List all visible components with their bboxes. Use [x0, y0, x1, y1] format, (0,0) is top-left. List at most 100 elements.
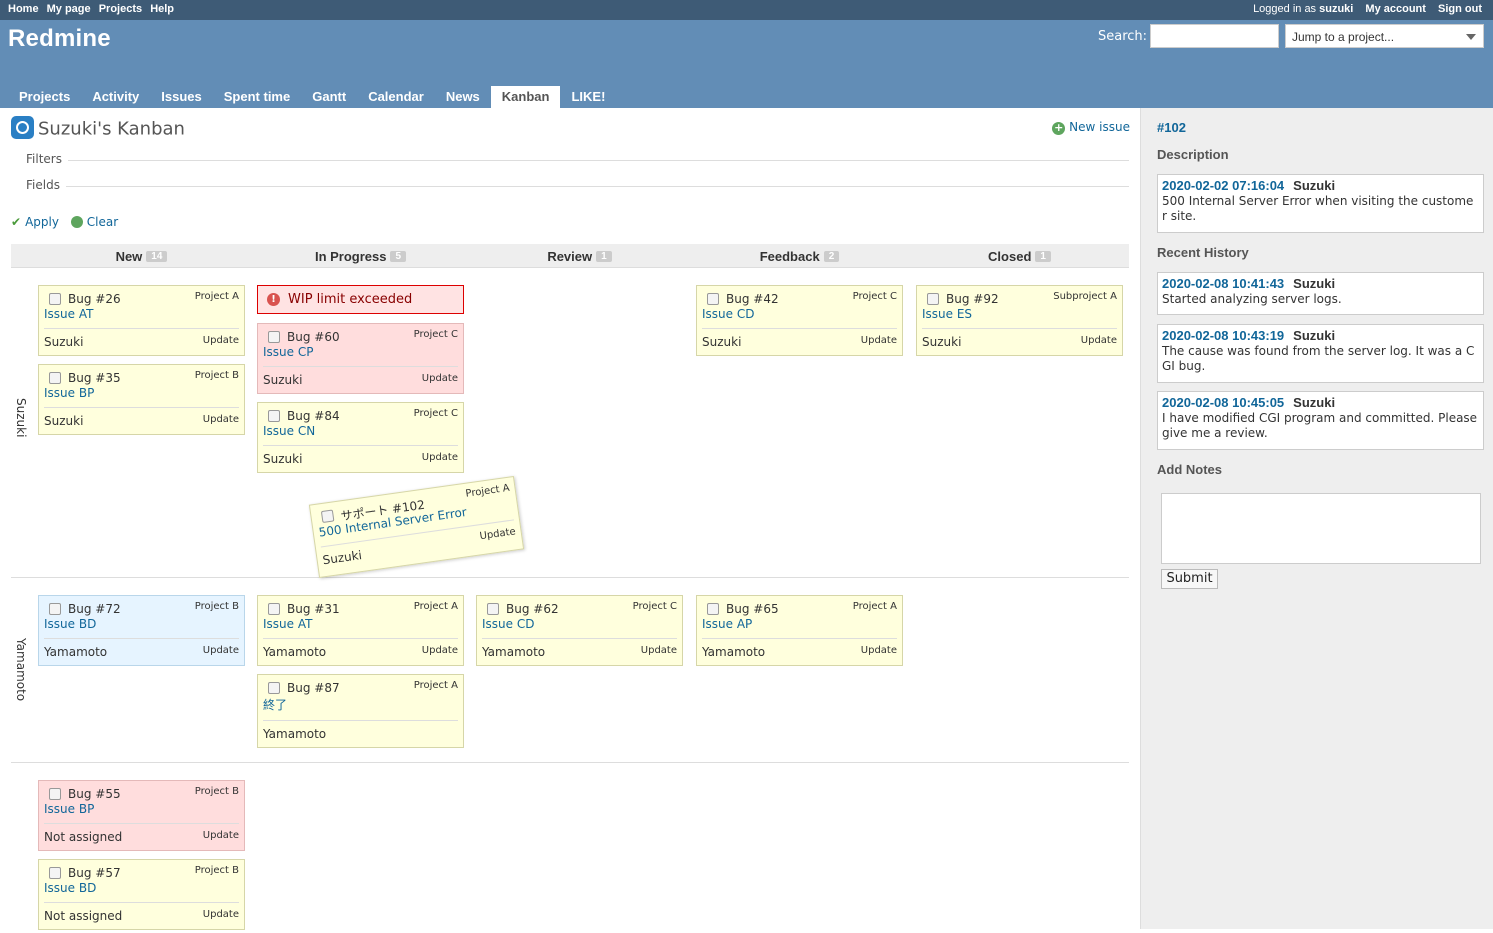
- card-checkbox[interactable]: [49, 293, 61, 305]
- issue-card[interactable]: Bug #57 Project B Issue BD Not assigned …: [38, 859, 245, 930]
- search-input[interactable]: [1150, 24, 1279, 48]
- card-subject-link[interactable]: Issue CD: [482, 617, 535, 631]
- issue-card[interactable]: Bug #84 Project C Issue CN Suzuki Update: [257, 402, 464, 473]
- top-menu-projects[interactable]: Projects: [98, 3, 143, 15]
- issue-card[interactable]: Bug #87 Project A 終了 Yamamoto: [257, 674, 464, 748]
- card-checkbox[interactable]: [268, 682, 280, 694]
- card-update-link[interactable]: Update: [202, 645, 239, 656]
- dragging-issue-card[interactable]: サポート #102 Project A 500 Internal Server …: [308, 475, 525, 579]
- issue-card[interactable]: Bug #72 Project B Issue BD Yamamoto Upda…: [38, 595, 245, 666]
- card-update-link[interactable]: Update: [860, 645, 897, 656]
- app-title[interactable]: Redmine: [8, 25, 111, 52]
- notes-textarea[interactable]: [1161, 493, 1481, 564]
- issue-card[interactable]: Bug #26 Project A Issue AT Suzuki Update: [38, 285, 245, 356]
- tab-calendar[interactable]: Calendar: [368, 89, 424, 104]
- card-checkbox[interactable]: [487, 603, 499, 615]
- reload-icon: [70, 215, 83, 228]
- issue-card[interactable]: Bug #31 Project A Issue AT Yamamoto Upda…: [257, 595, 464, 666]
- card-subject-link[interactable]: Issue AT: [44, 307, 94, 321]
- card-subject-link[interactable]: Issue AT: [263, 617, 313, 631]
- card-checkbox[interactable]: [268, 331, 280, 343]
- card-checkbox[interactable]: [268, 603, 280, 615]
- logged-as-user[interactable]: suzuki: [1319, 3, 1354, 15]
- card-update-link[interactable]: Update: [202, 414, 239, 425]
- issue-card[interactable]: Bug #55 Project B Issue BP Not assigned …: [38, 780, 245, 851]
- card-update-link[interactable]: Update: [202, 830, 239, 841]
- issue-card[interactable]: Bug #60 Project C Issue CP Suzuki Update: [257, 323, 464, 394]
- top-menu-my-page[interactable]: My page: [46, 3, 91, 15]
- divider: [263, 445, 458, 446]
- card-checkbox[interactable]: [707, 293, 719, 305]
- sidebar-issue-link[interactable]: #102: [1157, 120, 1186, 135]
- tab-kanban[interactable]: Kanban: [490, 86, 561, 108]
- tab-activity[interactable]: Activity: [92, 89, 140, 104]
- card-update-link[interactable]: Update: [860, 335, 897, 346]
- card-subject-link[interactable]: Issue BP: [44, 802, 95, 816]
- my-account-link[interactable]: My account: [1365, 3, 1426, 15]
- card-subject-link[interactable]: 終了: [263, 698, 288, 712]
- note-time-link[interactable]: 2020-02-08 10:45:05: [1162, 395, 1285, 410]
- card-update-link[interactable]: Update: [421, 645, 458, 656]
- tab-spent-time[interactable]: Spent time: [223, 89, 291, 104]
- history-note: 2020-02-08 10:43:19 Suzuki The cause was …: [1157, 324, 1484, 383]
- note-time-link[interactable]: 2020-02-08 10:41:43: [1162, 276, 1285, 291]
- tab-news[interactable]: News: [445, 89, 480, 104]
- issue-card[interactable]: Bug #62 Project C Issue CD Yamamoto Upda…: [476, 595, 683, 666]
- card-subject-link[interactable]: Issue BP: [44, 386, 95, 400]
- jump-to-project-select[interactable]: Jump to a project...: [1285, 24, 1484, 48]
- card-update-link[interactable]: Update: [478, 526, 517, 543]
- card-subject-link[interactable]: Issue ES: [922, 307, 973, 321]
- card-update-link[interactable]: Update: [421, 452, 458, 463]
- note-time-link[interactable]: 2020-02-02 07:16:04: [1162, 178, 1285, 193]
- card-subject-link[interactable]: Issue CP: [263, 345, 314, 359]
- column-count: 5: [390, 251, 407, 263]
- card-subject-link[interactable]: Issue BD: [44, 881, 97, 895]
- card-update-link[interactable]: Update: [1080, 335, 1117, 346]
- wip-message: WIP limit exceeded: [288, 292, 413, 307]
- card-assignee: Suzuki: [44, 335, 84, 349]
- top-menu-home[interactable]: Home: [8, 3, 39, 15]
- clear-button[interactable]: Clear: [70, 215, 118, 229]
- card-subject-link[interactable]: Issue CN: [263, 424, 316, 438]
- card-project: Project B: [194, 786, 239, 797]
- card-subject-link[interactable]: Issue CD: [702, 307, 755, 321]
- swimlane-suzuki: Suzuki Bug #26 Project A Issue AT Suzuki…: [11, 268, 1129, 579]
- apply-button[interactable]: ✔ Apply: [11, 215, 59, 229]
- card-project: Project C: [852, 291, 897, 302]
- card-project: Project C: [413, 329, 458, 340]
- card-checkbox[interactable]: [49, 603, 61, 615]
- issue-card[interactable]: Bug #92 Subproject A Issue ES Suzuki Upd…: [916, 285, 1123, 356]
- card-checkbox[interactable]: [49, 372, 61, 384]
- card-checkbox[interactable]: [707, 603, 719, 615]
- card-subject-link[interactable]: Issue BD: [44, 617, 97, 631]
- issue-card[interactable]: Bug #35 Project B Issue BP Suzuki Update: [38, 364, 245, 435]
- card-project: Project C: [413, 408, 458, 419]
- card-checkbox[interactable]: [49, 788, 61, 800]
- tab-issues[interactable]: Issues: [161, 89, 202, 104]
- card-update-link[interactable]: Update: [202, 909, 239, 920]
- fields-toggle[interactable]: Fields: [12, 178, 1129, 192]
- card-update-link[interactable]: Update: [421, 373, 458, 384]
- card-subject-link[interactable]: Issue AP: [702, 617, 753, 631]
- card-update-link[interactable]: Update: [202, 335, 239, 346]
- page-title: Suzuki's Kanban: [11, 116, 185, 141]
- card-checkbox[interactable]: [49, 867, 61, 879]
- top-menu-help[interactable]: Help: [150, 3, 175, 15]
- tab-gantt[interactable]: Gantt: [312, 89, 347, 104]
- card-number: Bug #57: [68, 866, 121, 880]
- filters-toggle[interactable]: Filters: [12, 152, 1129, 166]
- card-update-link[interactable]: Update: [640, 645, 677, 656]
- card-checkbox[interactable]: [927, 293, 939, 305]
- new-issue-link[interactable]: + New issue: [1052, 120, 1130, 135]
- sign-out-link[interactable]: Sign out: [1438, 3, 1482, 15]
- card-checkbox[interactable]: [320, 509, 335, 524]
- card-checkbox[interactable]: [268, 410, 280, 422]
- tab-like[interactable]: LIKE!: [571, 89, 606, 104]
- issue-card[interactable]: Bug #65 Project A Issue AP Yamamoto Upda…: [696, 595, 903, 666]
- submit-button[interactable]: Submit: [1161, 569, 1218, 589]
- filter-buttons: ✔ Apply Clear: [11, 215, 126, 229]
- note-user: Suzuki: [1293, 276, 1336, 291]
- issue-card[interactable]: Bug #42 Project C Issue CD Suzuki Update: [696, 285, 903, 356]
- tab-projects[interactable]: Projects: [19, 89, 71, 104]
- note-time-link[interactable]: 2020-02-08 10:43:19: [1162, 328, 1285, 343]
